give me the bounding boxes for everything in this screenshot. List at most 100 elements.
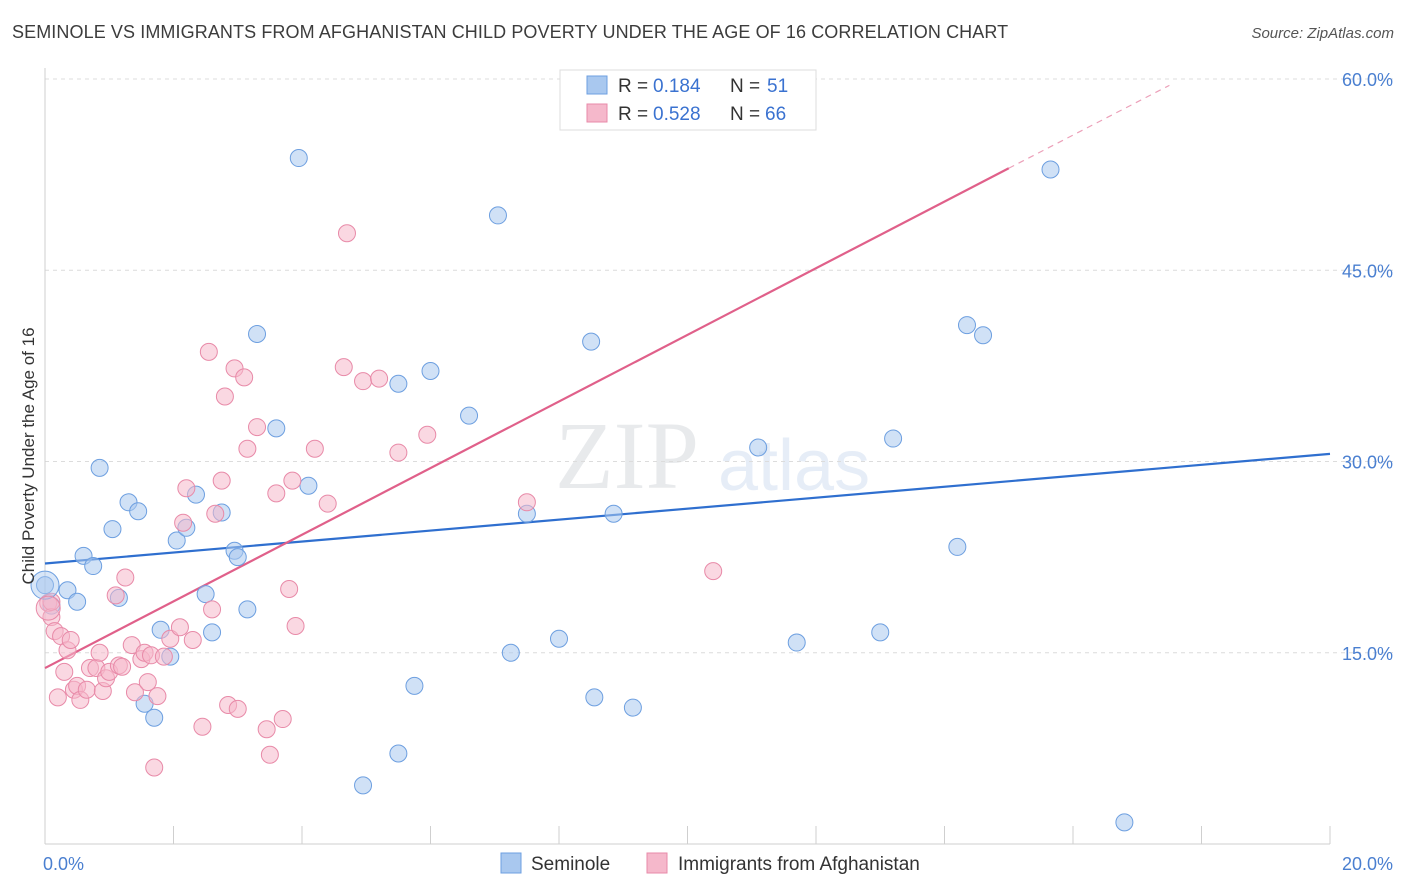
point-seminole-15: [167, 531, 186, 550]
point-seminole-19: [203, 623, 222, 642]
point-afghanistan-51: [273, 710, 292, 729]
point-seminole-27: [299, 476, 318, 495]
point-afghanistan-36: [193, 717, 212, 736]
point-afghanistan-20: [113, 657, 132, 676]
point-afghanistan-37: [199, 342, 218, 361]
point-afghanistan-63: [517, 493, 536, 512]
point-afghanistan-38: [203, 600, 222, 619]
point-afghanistan-29: [148, 687, 167, 706]
point-afghanistan-46: [238, 439, 257, 458]
legend-n-label-afghanistan: N =: [730, 104, 760, 125]
point-afghanistan-11: [77, 680, 96, 699]
axes: [44, 68, 1331, 845]
bottom-legend-afghanistan: Immigrants from Afghanistan: [678, 854, 920, 875]
legend-r-value-afghanistan: 0.528: [653, 104, 701, 125]
point-seminole-2: [58, 581, 77, 600]
point-seminole-6: [90, 458, 109, 477]
point-afghanistan-57: [334, 358, 353, 377]
point-seminole-47: [957, 316, 976, 335]
tick-labels: 15.0% 30.0% 45.0% 60.0% 0.0% 20.0%: [43, 70, 1393, 874]
point-afghanistan-39: [206, 504, 225, 523]
point-seminole-39: [585, 688, 604, 707]
point-afghanistan-60: [370, 369, 389, 388]
point-seminole-23: [238, 600, 257, 619]
point-seminole-48: [974, 326, 993, 345]
point-seminole-40: [604, 504, 623, 523]
legend-swatch-afghanistan: [586, 103, 608, 123]
x-tick-label-max: 20.0%: [1342, 854, 1393, 874]
point-afghanistan-34: [177, 479, 196, 498]
y-axis-label: Child Poverty Under the Age of 16: [19, 327, 38, 584]
watermark: ZIP atlas: [555, 402, 870, 509]
point-afghanistan-5: [55, 662, 74, 681]
point-afghanistan-47: [248, 418, 267, 437]
y-tick-label-1: 30.0%: [1342, 453, 1393, 473]
point-seminole-28: [354, 776, 373, 795]
point-seminole-50: [1115, 813, 1134, 832]
point-seminole-5: [84, 557, 103, 576]
point-afghanistan-50: [267, 484, 286, 503]
point-seminole-45: [884, 429, 903, 448]
point-afghanistan-18: [106, 586, 125, 605]
trend-line-afghanistan: [44, 167, 1010, 670]
point-seminole-42: [749, 438, 768, 457]
legend-swatch-seminole: [586, 75, 608, 95]
point-afghanistan-54: [286, 616, 305, 635]
point-seminole-cluster: [30, 570, 60, 600]
point-seminole-41: [623, 698, 642, 717]
point-afghanistan-41: [215, 387, 234, 406]
trend-line-seminole: [44, 452, 1331, 565]
point-seminole-37: [550, 629, 568, 648]
point-seminole-26: [289, 149, 308, 168]
point-afghanistan-62: [418, 425, 437, 444]
point-afghanistan-53: [283, 471, 302, 490]
data-points: [30, 149, 1134, 832]
point-seminole-24: [248, 325, 267, 343]
y-tick-label-0: 15.0%: [1342, 644, 1393, 664]
point-afghanistan-26: [138, 673, 157, 692]
point-seminole-31: [405, 676, 424, 695]
point-seminole-7: [103, 520, 122, 539]
point-seminole-49: [1041, 160, 1060, 179]
point-afghanistan-64: [704, 562, 723, 581]
bottom-legend-seminole: Seminole: [531, 854, 610, 875]
point-afghanistan-28: [145, 758, 164, 777]
point-seminole-0: [36, 576, 54, 595]
legend-r-label-seminole: R =: [618, 76, 648, 97]
point-seminole-22: [228, 548, 247, 567]
point-seminole-33: [460, 406, 479, 425]
watermark-atlas: atlas: [718, 426, 870, 506]
point-afghanistan-30: [154, 647, 173, 666]
point-afghanistan-48: [257, 720, 276, 739]
legend-n-value-afghanistan: 66: [765, 104, 786, 125]
x-tick-label-min: 0.0%: [43, 854, 84, 874]
point-afghanistan-cluster: [35, 595, 61, 621]
point-afghanistan-35: [183, 631, 202, 649]
point-seminole-3: [68, 592, 87, 611]
point-seminole-43: [787, 633, 806, 652]
point-afghanistan-44: [228, 699, 247, 718]
point-afghanistan-23: [125, 683, 144, 702]
trend-lines: [44, 84, 1331, 670]
point-seminole-9: [129, 502, 148, 521]
point-afghanistan-59: [354, 372, 373, 391]
point-afghanistan-55: [305, 439, 324, 458]
bottom-legend: Seminole Immigrants from Afghanistan: [500, 852, 920, 875]
y-tick-label-3: 60.0%: [1342, 70, 1393, 90]
legend-n-label-seminole: N =: [730, 76, 760, 97]
point-afghanistan-32: [170, 618, 189, 637]
point-afghanistan-3: [48, 688, 67, 707]
point-afghanistan-21: [116, 568, 135, 587]
point-afghanistan-49: [260, 745, 279, 764]
point-seminole-12: [145, 708, 164, 727]
point-afghanistan-58: [337, 224, 356, 243]
legend-box: R = 0.184 N = 51 R = 0.528 N = 66: [559, 69, 817, 131]
point-afghanistan-45: [235, 368, 254, 387]
source-label: Source: ZipAtlas.com: [1251, 25, 1394, 42]
legend-r-value-seminole: 0.184: [653, 76, 701, 97]
point-seminole-30: [389, 374, 408, 393]
watermark-zip: ZIP: [555, 402, 699, 509]
point-afghanistan-56: [318, 494, 337, 513]
point-seminole-18: [196, 585, 215, 604]
